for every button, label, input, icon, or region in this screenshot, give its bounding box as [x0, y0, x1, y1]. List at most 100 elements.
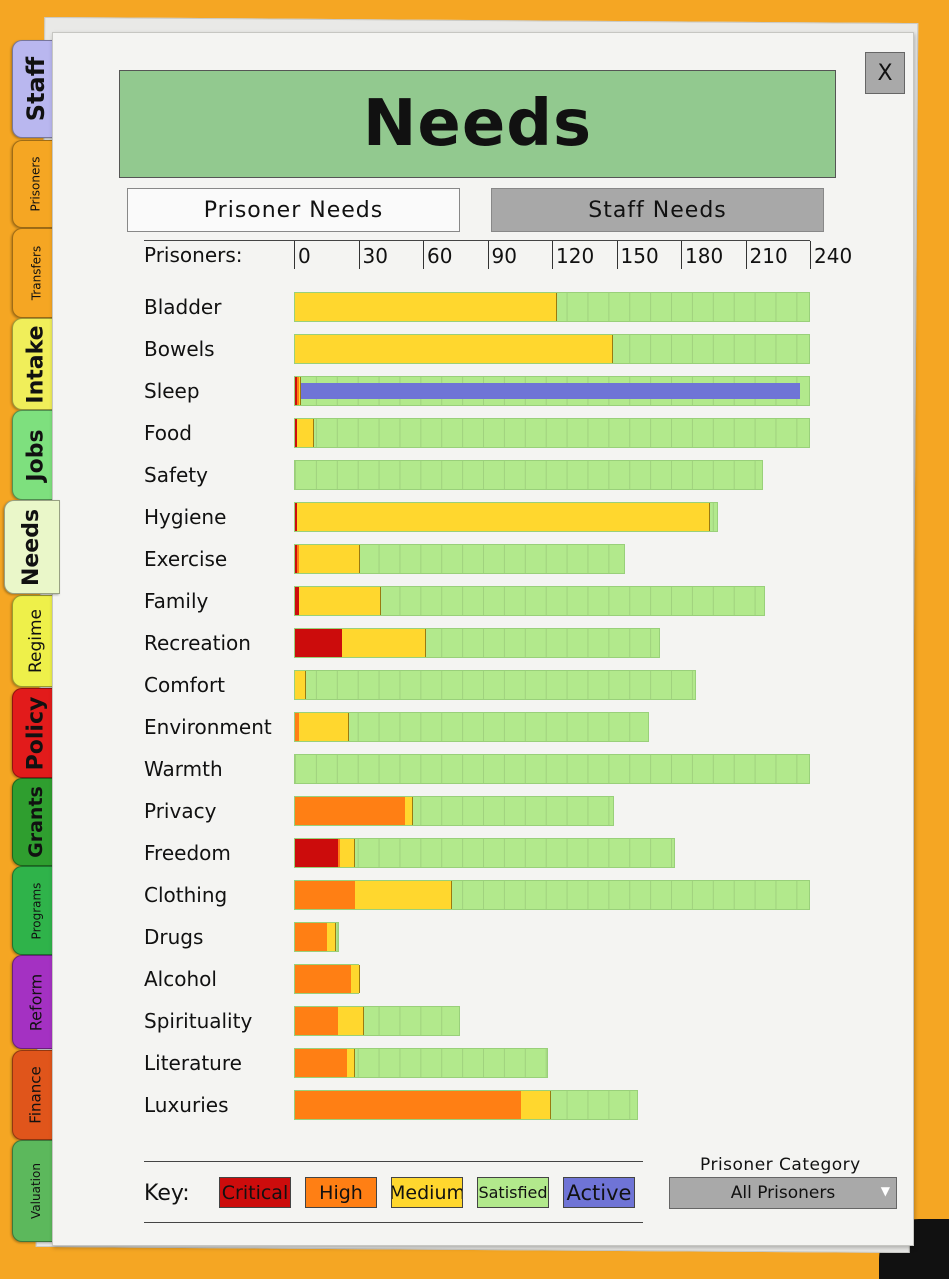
key-label: Key: — [144, 1181, 190, 1206]
bar-segment-medium — [342, 629, 427, 657]
tab-label: Transfers — [29, 245, 44, 301]
tab-label: Valuation — [29, 1163, 44, 1219]
bar-segment-medium — [299, 587, 381, 615]
need-label-bowels: Bowels — [144, 337, 215, 361]
need-bar-comfort[interactable] — [294, 670, 697, 700]
bar-segment-high — [297, 377, 300, 405]
bar-segment-outline — [295, 671, 306, 699]
need-label-alcohol: Alcohol — [144, 967, 217, 991]
bar-segment-outline — [295, 335, 614, 363]
need-bar-alcohol[interactable] — [294, 964, 360, 994]
need-bar-exercise[interactable] — [294, 544, 626, 574]
need-bar-warmth[interactable] — [294, 754, 810, 784]
title-banner: Needs — [119, 70, 836, 178]
bar-segment-medium — [327, 923, 336, 951]
need-bar-bladder[interactable] — [294, 292, 810, 322]
tab-needs[interactable]: Needs — [4, 500, 60, 594]
tab-label: Grants — [25, 786, 47, 858]
need-bar-luxuries[interactable] — [294, 1090, 638, 1120]
bar-segment-outline — [295, 797, 414, 825]
axis-tick-label: 90 — [491, 244, 517, 268]
bar-segment-outline — [295, 923, 336, 951]
axis-tick — [423, 241, 424, 269]
bar-segment-outline — [295, 545, 360, 573]
bar-segment-high — [295, 797, 405, 825]
axis-tick — [745, 241, 747, 269]
axis-top-line — [144, 240, 810, 241]
key-bottom-line — [144, 1222, 643, 1223]
need-bar-literature[interactable] — [294, 1048, 548, 1078]
tab-label: Regime — [26, 608, 47, 674]
axis-tick — [810, 241, 811, 269]
bar-segment-high — [295, 881, 356, 909]
bar-segment-medium — [346, 1049, 356, 1077]
bar-segment-medium — [520, 1091, 551, 1119]
need-label-warmth: Warmth — [144, 757, 223, 781]
need-bar-freedom[interactable] — [294, 838, 675, 868]
need-label-luxuries: Luxuries — [144, 1093, 229, 1117]
need-label-drugs: Drugs — [144, 925, 204, 949]
bar-segment-high — [338, 839, 341, 867]
axis-tick — [294, 241, 295, 269]
need-label-privacy: Privacy — [144, 799, 217, 823]
bar-segment-critical — [295, 377, 298, 405]
bar-segment-medium — [340, 839, 356, 867]
bar-segment-medium — [299, 713, 349, 741]
need-bar-privacy[interactable] — [294, 796, 615, 826]
axis-tick-label: 60 — [427, 244, 453, 268]
axis-label: Prisoners: — [144, 243, 243, 267]
bar-segment-medium — [355, 881, 452, 909]
need-label-safety: Safety — [144, 463, 208, 487]
need-label-comfort: Comfort — [144, 673, 226, 697]
tab-label: Programs — [29, 882, 44, 939]
axis-tick — [681, 241, 682, 269]
need-bar-sleep[interactable] — [294, 376, 810, 406]
bar-segment-outline — [295, 713, 349, 741]
need-bar-environment[interactable] — [294, 712, 649, 742]
bar-segment-medium — [299, 545, 360, 573]
key-active: Active — [563, 1177, 635, 1208]
need-bar-hygiene[interactable] — [294, 502, 718, 532]
need-bar-safety[interactable] — [294, 460, 763, 490]
key-satisfied: Satisfied — [477, 1177, 549, 1208]
bar-segment-medium — [350, 965, 360, 993]
need-label-recreation: Recreation — [144, 631, 251, 655]
category-select[interactable]: All Prisoners ▼ — [669, 1177, 897, 1209]
need-bar-drugs[interactable] — [294, 922, 340, 952]
tab-label: Staff — [22, 56, 50, 122]
bar-segment-outline — [295, 419, 315, 447]
axis-tick-label: 240 — [814, 244, 853, 268]
bar-segment-medium — [295, 671, 306, 699]
staff-needs-button[interactable]: Staff Needs — [491, 188, 824, 232]
need-bar-family[interactable] — [294, 586, 765, 616]
page-title: Needs — [362, 87, 593, 161]
bar-segment-medium — [295, 293, 558, 321]
need-bar-recreation[interactable] — [294, 628, 660, 658]
bar-segment-high — [295, 923, 328, 951]
axis-tick-label: 0 — [298, 244, 311, 268]
bar-segment-outline — [295, 881, 452, 909]
bar-segment-outline — [295, 1049, 356, 1077]
tab-label: Policy — [23, 696, 49, 770]
bar-segment-critical — [295, 629, 343, 657]
bar-segment-medium — [295, 335, 614, 363]
bar-segment-medium — [404, 797, 414, 825]
close-button[interactable]: X — [865, 52, 905, 94]
need-label-bladder: Bladder — [144, 295, 222, 319]
bar-segment-outline — [295, 839, 356, 867]
bar-segment-high — [295, 1007, 338, 1035]
tab-label: Reform — [26, 973, 46, 1031]
bar-segment-outline — [295, 965, 360, 993]
need-bar-bowels[interactable] — [294, 334, 810, 364]
need-bar-clothing[interactable] — [294, 880, 810, 910]
bar-segment-outline — [295, 1007, 364, 1035]
axis-tick-label: 150 — [620, 244, 659, 268]
need-bar-food[interactable] — [294, 418, 810, 448]
bar-segment-medium — [338, 1007, 364, 1035]
axis-tick — [487, 241, 489, 269]
need-bar-spirituality[interactable] — [294, 1006, 460, 1036]
category-label: Prisoner Category — [700, 1155, 861, 1175]
prisoner-needs-button[interactable]: Prisoner Needs — [127, 188, 460, 232]
axis-tick — [616, 241, 618, 269]
tab-label: Jobs — [23, 428, 49, 482]
